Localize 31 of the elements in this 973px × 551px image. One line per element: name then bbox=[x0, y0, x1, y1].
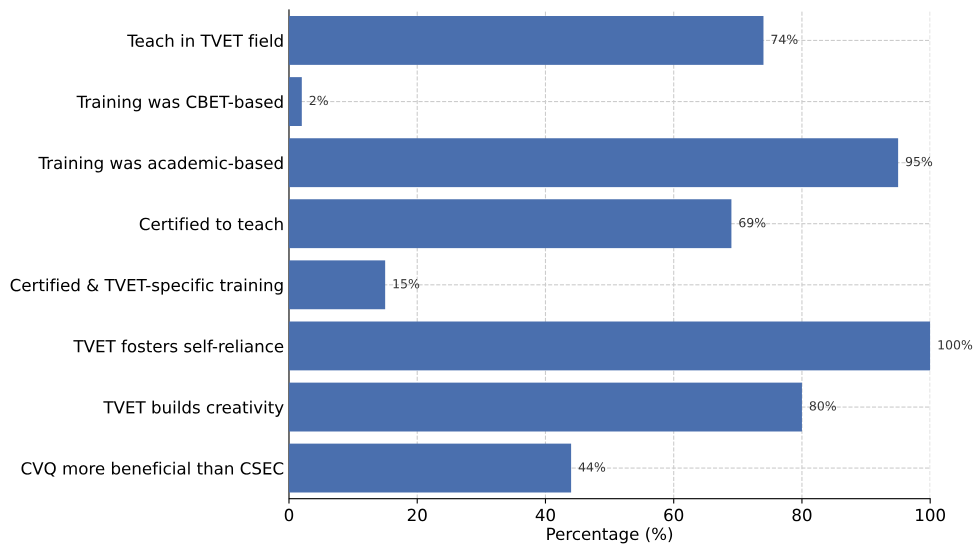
y-tick-label: Certified & TVET-specific training bbox=[10, 278, 283, 295]
data-label: 44% bbox=[578, 462, 606, 472]
x-tick-label: 100 bbox=[916, 508, 945, 522]
bar bbox=[288, 77, 302, 126]
y-tick-label: Certified to teach bbox=[140, 217, 283, 230]
data-label: 2% bbox=[310, 96, 328, 106]
data-label: 80% bbox=[810, 401, 836, 411]
data-label: 15% bbox=[393, 279, 420, 288]
x-tick-label: 0 bbox=[284, 508, 294, 522]
x-tick-label: 60 bbox=[664, 508, 684, 522]
y-tick-label: Training was CBET-based bbox=[76, 95, 283, 112]
x-tick-label: 40 bbox=[536, 508, 555, 522]
x-tick-label: 20 bbox=[408, 508, 427, 522]
y-tick-label: CVQ more beneficial than CSEC bbox=[21, 462, 284, 477]
bar bbox=[288, 321, 930, 370]
bar bbox=[288, 16, 764, 65]
data-label: 74% bbox=[771, 34, 798, 44]
y-tick-label: TVET builds creativity bbox=[103, 400, 284, 417]
x-tick-label: 80 bbox=[792, 508, 812, 522]
y-tick-label: TVET fosters self-reliance bbox=[73, 340, 284, 352]
bar bbox=[288, 382, 802, 432]
bar bbox=[288, 138, 898, 188]
data-label: 95% bbox=[906, 156, 932, 166]
y-tick-label: Teach in TVET field bbox=[127, 34, 283, 48]
y-tick-label: Training was academic-based bbox=[38, 156, 283, 172]
bar bbox=[288, 260, 386, 310]
data-label: 69% bbox=[739, 218, 766, 228]
x-axis-title: Percentage (%) bbox=[547, 527, 672, 544]
bar bbox=[288, 444, 572, 493]
data-label: 100% bbox=[938, 340, 972, 350]
bar bbox=[288, 199, 732, 248]
